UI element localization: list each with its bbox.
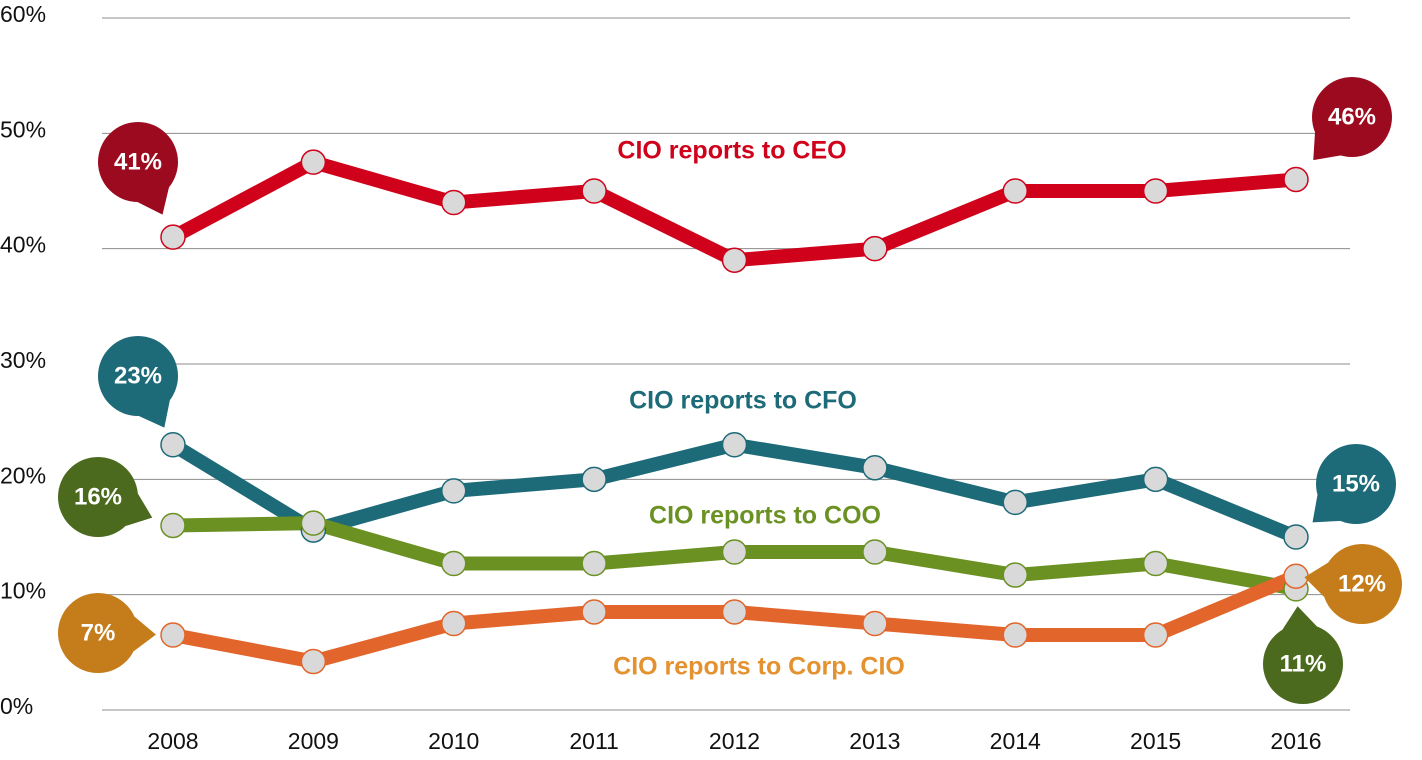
x-tick-label: 2009	[288, 728, 339, 754]
point-marker	[300, 510, 327, 536]
series-label: CIO reports to COO	[649, 502, 881, 530]
point-marker	[1002, 178, 1028, 204]
point-marker	[721, 599, 748, 625]
callout-bubble	[1312, 77, 1392, 157]
callout-tail	[1282, 606, 1317, 630]
point-marker	[160, 622, 186, 648]
callout-bubble	[58, 593, 138, 673]
point-marker	[1002, 622, 1028, 648]
point-marker	[862, 610, 888, 637]
callout-bubble	[1322, 544, 1402, 624]
point-marker	[721, 539, 748, 565]
point-marker	[1142, 622, 1169, 648]
callout-bubble	[58, 457, 138, 537]
point-marker	[1142, 178, 1169, 204]
x-tick-label: 2012	[709, 728, 760, 754]
y-tick-label: 0%	[0, 693, 33, 719]
data-label: 23%	[114, 362, 162, 389]
point-marker	[1283, 166, 1309, 193]
y-tick-label: 40%	[0, 232, 46, 258]
point-marker	[862, 539, 888, 565]
series-label: CIO reports to CFO	[629, 387, 857, 415]
callout-bubble	[98, 122, 178, 202]
callout-bubble	[1263, 624, 1343, 704]
data-label: 11%	[1280, 650, 1327, 677]
data-label: 16%	[74, 483, 122, 510]
series-line	[169, 155, 1297, 268]
point-marker	[581, 599, 607, 625]
point-marker	[160, 224, 186, 250]
point-marker	[862, 455, 888, 481]
point-marker	[581, 466, 607, 493]
point-marker	[1142, 550, 1169, 577]
point-marker	[1002, 562, 1028, 588]
x-tick-label: 2015	[1130, 728, 1181, 754]
point-marker	[160, 431, 186, 458]
x-tick-label: 2016	[1270, 728, 1321, 754]
point-marker	[441, 550, 467, 577]
x-tick-label: 2014	[990, 728, 1041, 754]
point-marker	[862, 235, 888, 262]
point-marker	[441, 478, 467, 504]
data-label: 7%	[81, 619, 116, 646]
y-tick-label: 10%	[0, 578, 46, 604]
point-marker	[441, 610, 467, 637]
point-marker	[721, 431, 748, 458]
point-marker	[1283, 524, 1309, 550]
data-label: 46%	[1328, 103, 1376, 130]
point-marker	[1002, 489, 1028, 516]
data-label: 41%	[114, 148, 162, 175]
callout-tail	[133, 616, 156, 652]
data-label: 12%	[1338, 570, 1386, 597]
point-marker	[441, 189, 467, 216]
point-marker	[160, 512, 186, 539]
point-marker	[300, 648, 327, 675]
series-label: CIO reports to Corp. CIO	[613, 653, 905, 681]
x-tick-label: 2011	[569, 728, 618, 754]
point-marker	[1283, 563, 1309, 589]
y-tick-label: 30%	[0, 347, 46, 373]
x-tick-label: 2013	[849, 728, 900, 754]
x-tick-label: 2010	[428, 728, 479, 754]
point-marker	[721, 247, 748, 273]
point-marker	[300, 149, 327, 175]
callout-bubble	[1316, 444, 1396, 524]
y-tick-label: 60%	[0, 1, 46, 27]
y-tick-label: 20%	[0, 462, 46, 488]
callout-tail	[125, 493, 153, 527]
point-marker	[581, 178, 607, 204]
series-label: CIO reports to CEO	[617, 137, 846, 165]
data-label: 15%	[1332, 470, 1380, 497]
y-tick-label: 50%	[0, 116, 46, 142]
point-marker	[1142, 466, 1169, 493]
x-tick-label: 2008	[147, 728, 198, 754]
callout-bubble	[98, 336, 178, 416]
point-marker	[581, 550, 607, 577]
